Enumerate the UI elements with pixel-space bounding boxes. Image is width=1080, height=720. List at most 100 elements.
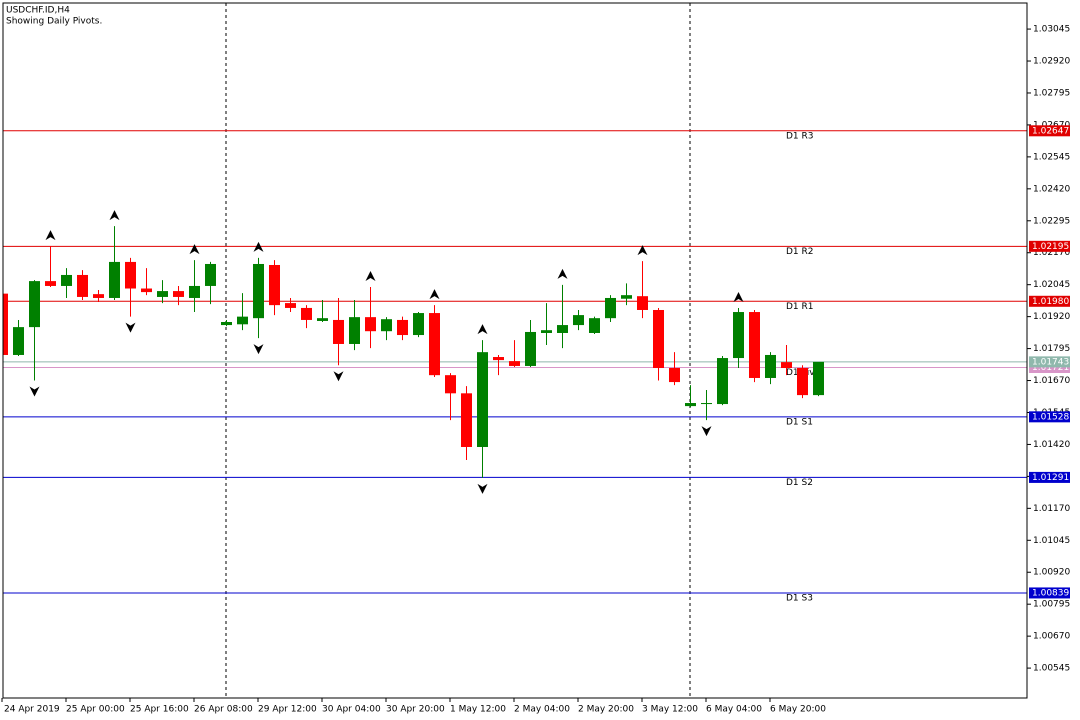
- price-tag-label: 1.01528: [1032, 412, 1069, 422]
- chart-title: USDCHF.ID,H4: [6, 6, 70, 16]
- fractal-up: [189, 244, 200, 255]
- candle-body: [93, 294, 104, 298]
- candle-body: [253, 263, 264, 319]
- candle-body: [525, 331, 536, 366]
- y-tick-label: 1.00670: [1033, 632, 1070, 642]
- y-tick-label: 1.01670: [1033, 376, 1070, 386]
- candle-body: [429, 313, 440, 376]
- fractal-down: [29, 386, 40, 397]
- candle-body: [205, 263, 216, 286]
- pivot-label: D1 S3: [786, 593, 813, 603]
- candle-body: [701, 403, 712, 405]
- price-tag: [1029, 361, 1070, 373]
- y-tick-label: 1.01170: [1033, 504, 1070, 514]
- x-tick-label: 25 Apr 00:00: [66, 705, 125, 715]
- price-tag: [1029, 587, 1070, 599]
- pivot-label: D1 R2: [786, 247, 814, 257]
- candle-body: [749, 312, 760, 378]
- candle-body: [541, 330, 552, 333]
- candle-body: [141, 288, 152, 293]
- candle-body: [29, 281, 40, 328]
- candle-body: [685, 403, 696, 407]
- pivot-label: D1 R3: [786, 131, 814, 141]
- candle-body: [365, 317, 376, 332]
- x-tick-label: 25 Apr 16:00: [130, 705, 189, 715]
- candle-body: [109, 261, 120, 298]
- price-tag: [1029, 471, 1070, 483]
- price-tag-label: 1.01743: [1032, 357, 1069, 367]
- fractal-up: [365, 270, 376, 281]
- candle-body: [157, 291, 168, 297]
- candle-body: [589, 318, 600, 333]
- candle-body: [61, 274, 72, 286]
- x-tick-label: 30 Apr 04:00: [322, 705, 381, 715]
- price-tag-label: 1.00839: [1032, 588, 1069, 598]
- y-tick-label: 1.02045: [1033, 280, 1070, 290]
- candle-body: [733, 312, 744, 359]
- candle-body: [637, 296, 648, 310]
- candle-body: [493, 357, 504, 361]
- y-tick-label: 1.02545: [1033, 152, 1070, 162]
- candle-body: [653, 309, 664, 369]
- candle-body: [333, 319, 344, 344]
- candle-body: [445, 375, 456, 394]
- candle-body: [285, 303, 296, 308]
- y-tick-label: 1.01920: [1033, 312, 1070, 322]
- axes: 1.030451.029201.027951.026701.025451.024…: [1, 25, 1070, 715]
- x-tick-label: 2 May 20:00: [578, 705, 634, 715]
- candle-body: [813, 361, 824, 396]
- fractal-up: [637, 245, 648, 256]
- price-tag: [1029, 125, 1070, 137]
- fractal-down: [701, 426, 712, 437]
- y-tick-label: 1.02920: [1033, 57, 1070, 67]
- candle-body: [189, 285, 200, 298]
- y-tick-label: 1.01045: [1033, 536, 1070, 546]
- candle-body: [621, 295, 632, 299]
- x-tick-label: 24 Apr 2019: [4, 705, 60, 715]
- candle-body: [669, 368, 680, 383]
- y-tick-label: 1.00920: [1033, 568, 1070, 578]
- candle-body: [317, 318, 328, 321]
- candle-body: [237, 316, 248, 325]
- price-tag-label: 1.01980: [1032, 297, 1069, 307]
- candle-body: [573, 315, 584, 326]
- pivot-label: D1 S2: [786, 478, 813, 488]
- price-tag: [1029, 356, 1070, 368]
- y-tick-label: 1.02170: [1033, 248, 1070, 258]
- fractal-up: [109, 210, 120, 221]
- x-tick-label: 3 May 12:00: [642, 705, 698, 715]
- candle-body: [3, 293, 8, 355]
- fractal-up: [477, 324, 488, 335]
- candle-body: [605, 297, 616, 319]
- x-tick-label: 30 Apr 20:00: [386, 705, 445, 715]
- fractal-down: [333, 371, 344, 382]
- pivot-label: D1 S1: [786, 417, 813, 427]
- candle-body: [301, 307, 312, 320]
- price-tag-label: 1.02647: [1032, 126, 1069, 136]
- pivot-label: D1 R1: [786, 302, 814, 312]
- x-tick-label: 2 May 04:00: [514, 705, 570, 715]
- candle-body: [797, 368, 808, 396]
- x-tick-label: 26 Apr 08:00: [194, 705, 253, 715]
- x-tick-label: 6 May 04:00: [706, 705, 762, 715]
- candle-body: [477, 352, 488, 447]
- x-tick-label: 6 May 20:00: [770, 705, 826, 715]
- plot-frame: [2, 2, 1028, 699]
- y-tick-label: 1.02795: [1033, 88, 1070, 98]
- fractal-up: [429, 289, 440, 300]
- candle-body: [77, 274, 88, 297]
- price-tag-label: 1.01291: [1032, 473, 1069, 483]
- candle-body: [125, 261, 136, 289]
- chart-subtitle: Showing Daily Pivots.: [6, 17, 102, 27]
- price-tag: [1029, 240, 1070, 252]
- price-tag: [1029, 295, 1070, 307]
- x-tick-label: 29 Apr 12:00: [258, 705, 317, 715]
- candle-body: [173, 291, 184, 297]
- fractal-up: [557, 268, 568, 279]
- y-tick-label: 1.00545: [1033, 664, 1070, 674]
- candle-body: [13, 327, 24, 355]
- fractal-up: [253, 241, 264, 252]
